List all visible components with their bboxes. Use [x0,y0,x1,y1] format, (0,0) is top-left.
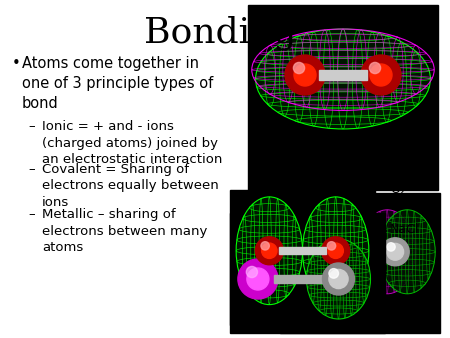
Circle shape [387,243,395,251]
Circle shape [323,263,355,295]
Ellipse shape [379,210,435,294]
Bar [230,213,385,333]
Circle shape [305,240,315,250]
Ellipse shape [302,197,369,305]
Ellipse shape [359,210,415,294]
Text: Atoms come together in
one of 3 principle types of
bond: Atoms come together in one of 3 principl… [22,56,213,111]
Circle shape [238,259,278,299]
Text: O: O [390,183,400,196]
Bar [329,248,385,256]
Circle shape [246,266,257,277]
Circle shape [255,237,284,265]
Bar [319,70,367,80]
Circle shape [361,55,401,95]
Bar [274,275,330,283]
Circle shape [328,243,343,259]
Circle shape [297,234,333,270]
Circle shape [261,242,269,250]
Text: Covalent = Sharing of
electrons equally between
ions: Covalent = Sharing of electrons equally … [42,163,219,209]
Text: Ionic = + and - ions
(charged atoms) joined by
an electrostatic interaction: Ionic = + and - ions (charged atoms) joi… [42,120,222,166]
Circle shape [387,243,404,260]
Circle shape [370,64,392,86]
Circle shape [294,64,316,86]
Bar [248,5,438,190]
Ellipse shape [256,29,430,129]
Text: •: • [12,56,21,71]
Text: –: – [28,120,35,133]
Text: Metallic – sharing of
electrons between many
atoms: Metallic – sharing of electrons between … [42,208,207,254]
Text: 2: 2 [399,186,405,196]
Text: Bonding: Bonding [144,16,296,50]
Bar [279,247,326,254]
Circle shape [381,238,409,266]
Ellipse shape [236,197,302,305]
Circle shape [293,63,305,74]
Circle shape [369,63,381,74]
Bar [280,193,440,333]
Text: NaCl: NaCl [390,223,419,236]
Text: –: – [28,163,35,176]
Circle shape [322,237,350,265]
Bar [230,190,375,325]
Ellipse shape [306,239,370,319]
Circle shape [329,269,338,278]
Text: –: – [28,208,35,221]
Circle shape [247,268,269,290]
Circle shape [305,242,325,262]
Circle shape [285,55,325,95]
Circle shape [327,242,336,250]
Circle shape [261,243,277,259]
Circle shape [329,269,348,289]
